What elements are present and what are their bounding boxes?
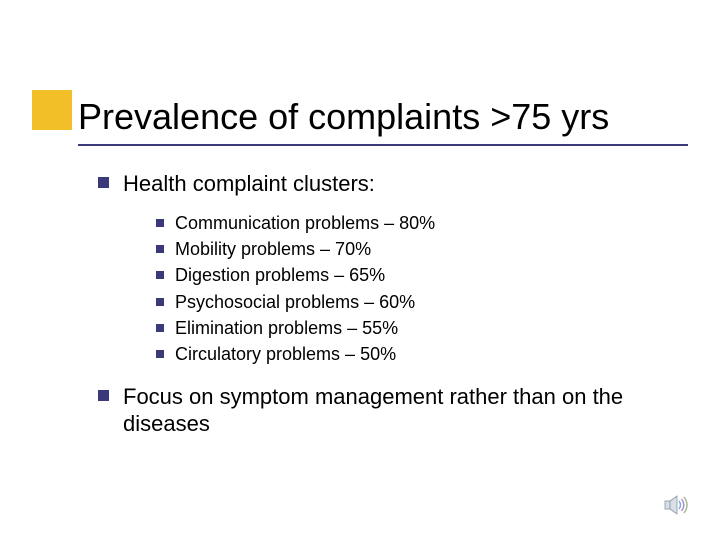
bullet-level2: Psychosocial problems – 60% bbox=[156, 291, 658, 314]
square-bullet-icon bbox=[98, 390, 109, 401]
square-bullet-icon bbox=[156, 298, 164, 306]
sub-bullet-group: Communication problems – 80% Mobility pr… bbox=[156, 212, 658, 367]
bullet-text: Health complaint clusters: bbox=[123, 170, 375, 198]
slide: Prevalence of complaints >75 yrs Health … bbox=[0, 0, 720, 540]
bullet-level2: Mobility problems – 70% bbox=[156, 238, 658, 261]
square-bullet-icon bbox=[156, 350, 164, 358]
bullet-level1: Focus on symptom management rather than … bbox=[98, 383, 658, 438]
bullet-text: Mobility problems – 70% bbox=[175, 238, 371, 261]
square-bullet-icon bbox=[156, 324, 164, 332]
bullet-level2: Digestion problems – 65% bbox=[156, 264, 658, 287]
bullet-level2: Elimination problems – 55% bbox=[156, 317, 658, 340]
slide-title: Prevalence of complaints >75 yrs bbox=[78, 96, 609, 138]
title-accent-block bbox=[32, 90, 72, 130]
bullet-text: Psychosocial problems – 60% bbox=[175, 291, 415, 314]
bullet-text: Digestion problems – 65% bbox=[175, 264, 385, 287]
square-bullet-icon bbox=[156, 219, 164, 227]
square-bullet-icon bbox=[98, 177, 109, 188]
bullet-text: Elimination problems – 55% bbox=[175, 317, 398, 340]
bullet-text: Communication problems – 80% bbox=[175, 212, 435, 235]
square-bullet-icon bbox=[156, 271, 164, 279]
bullet-text: Circulatory problems – 50% bbox=[175, 343, 396, 366]
title-underline bbox=[78, 144, 688, 146]
bullet-text: Focus on symptom management rather than … bbox=[123, 383, 658, 438]
slide-content: Health complaint clusters: Communication… bbox=[98, 170, 658, 452]
square-bullet-icon bbox=[156, 245, 164, 253]
speaker-icon bbox=[664, 494, 690, 516]
bullet-level2: Communication problems – 80% bbox=[156, 212, 658, 235]
bullet-level1: Health complaint clusters: bbox=[98, 170, 658, 198]
bullet-level2: Circulatory problems – 50% bbox=[156, 343, 658, 366]
